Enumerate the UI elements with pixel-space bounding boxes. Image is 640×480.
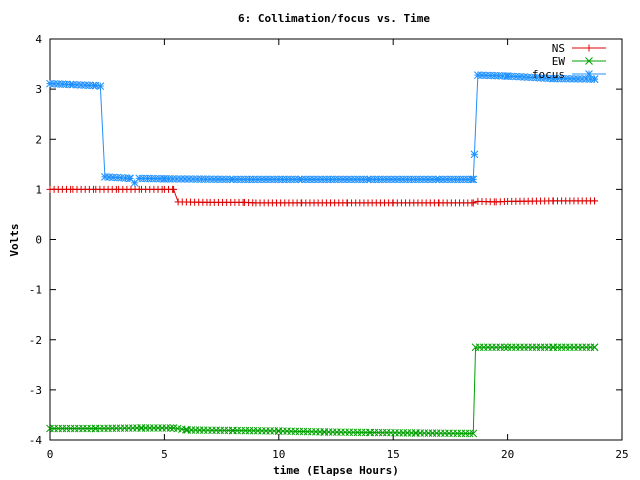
x-tick-label: 10 <box>272 448 285 461</box>
y-tick-label: 3 <box>35 83 42 96</box>
data-marker <box>528 73 537 82</box>
x-tick-label: 15 <box>387 448 400 461</box>
data-marker <box>81 81 90 90</box>
legend-label: EW <box>552 55 566 68</box>
legend-item-focus: focus <box>532 68 606 81</box>
x-tick-labels: 0 5 10 15 20 25 <box>47 448 629 461</box>
data-marker <box>58 80 67 89</box>
data-marker <box>516 72 524 81</box>
data-marker <box>511 72 520 81</box>
y-axis-label: Volts <box>8 223 21 256</box>
y-tick-labels: -4 -3 -2 -1 0 1 2 3 4 <box>29 33 43 447</box>
y-tick-label: 2 <box>35 133 42 146</box>
series-line <box>50 346 595 434</box>
series-ew <box>46 343 599 438</box>
legend-label: focus <box>532 68 565 81</box>
data-marker <box>169 424 178 432</box>
y-tick-label: -4 <box>29 434 43 447</box>
data-marker <box>117 173 126 182</box>
data-marker <box>73 80 81 89</box>
data-marker <box>96 82 105 90</box>
legend-label: NS <box>552 42 565 55</box>
data-marker <box>101 172 109 181</box>
legend-item-ns: NS <box>552 42 606 55</box>
y-tick-label: 1 <box>35 183 42 196</box>
series-line <box>49 74 595 184</box>
y-tick-label: -2 <box>29 334 42 347</box>
series-focus <box>46 71 599 187</box>
y-tick-label: 0 <box>35 234 42 247</box>
series-layer <box>46 71 599 438</box>
data-marker <box>46 79 54 88</box>
data-marker <box>590 343 599 352</box>
data-marker <box>173 424 182 433</box>
data-marker <box>540 74 549 82</box>
x-tick-label: 20 <box>501 448 514 461</box>
y-tick-label: 4 <box>35 33 42 46</box>
axis-ticks <box>49 38 623 441</box>
data-marker <box>536 74 545 82</box>
data-marker <box>85 81 94 90</box>
data-marker <box>50 79 58 88</box>
data-marker <box>585 70 593 78</box>
data-marker <box>166 424 175 432</box>
legend-item-ew: EW <box>552 55 606 68</box>
data-marker <box>532 73 541 82</box>
data-marker <box>500 343 509 352</box>
plot-frame <box>49 38 623 441</box>
data-marker <box>465 429 474 438</box>
x-axis-label: time (Elapse Hours) <box>273 464 399 477</box>
x-tick-label: 0 <box>47 448 54 461</box>
chart-title: 6: Collimation/focus vs. Time <box>238 12 430 25</box>
x-tick-label: 5 <box>161 448 168 461</box>
data-marker <box>62 80 71 89</box>
data-marker <box>585 57 593 65</box>
data-marker <box>109 173 118 182</box>
y-tick-label: -1 <box>29 284 42 297</box>
data-marker <box>54 80 63 88</box>
x-tick-label: 25 <box>615 448 628 461</box>
data-marker <box>469 175 478 184</box>
data-marker <box>590 75 599 83</box>
data-marker <box>524 73 533 82</box>
data-marker <box>126 174 134 183</box>
data-marker <box>105 173 113 181</box>
data-marker <box>470 150 479 159</box>
data-marker <box>503 72 512 80</box>
data-marker <box>507 72 516 81</box>
data-marker <box>69 80 77 89</box>
data-marker <box>469 429 478 438</box>
data-marker <box>520 73 528 81</box>
series-ns <box>46 185 599 207</box>
data-marker <box>113 173 122 182</box>
y-tick-label: -3 <box>29 384 42 397</box>
data-marker <box>77 81 85 89</box>
